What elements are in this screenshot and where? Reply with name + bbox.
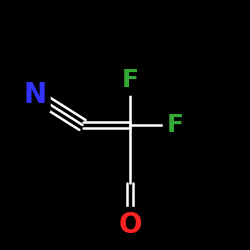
- Text: O: O: [118, 211, 142, 239]
- Text: F: F: [166, 113, 184, 137]
- Text: F: F: [122, 68, 138, 92]
- Text: N: N: [24, 81, 46, 109]
